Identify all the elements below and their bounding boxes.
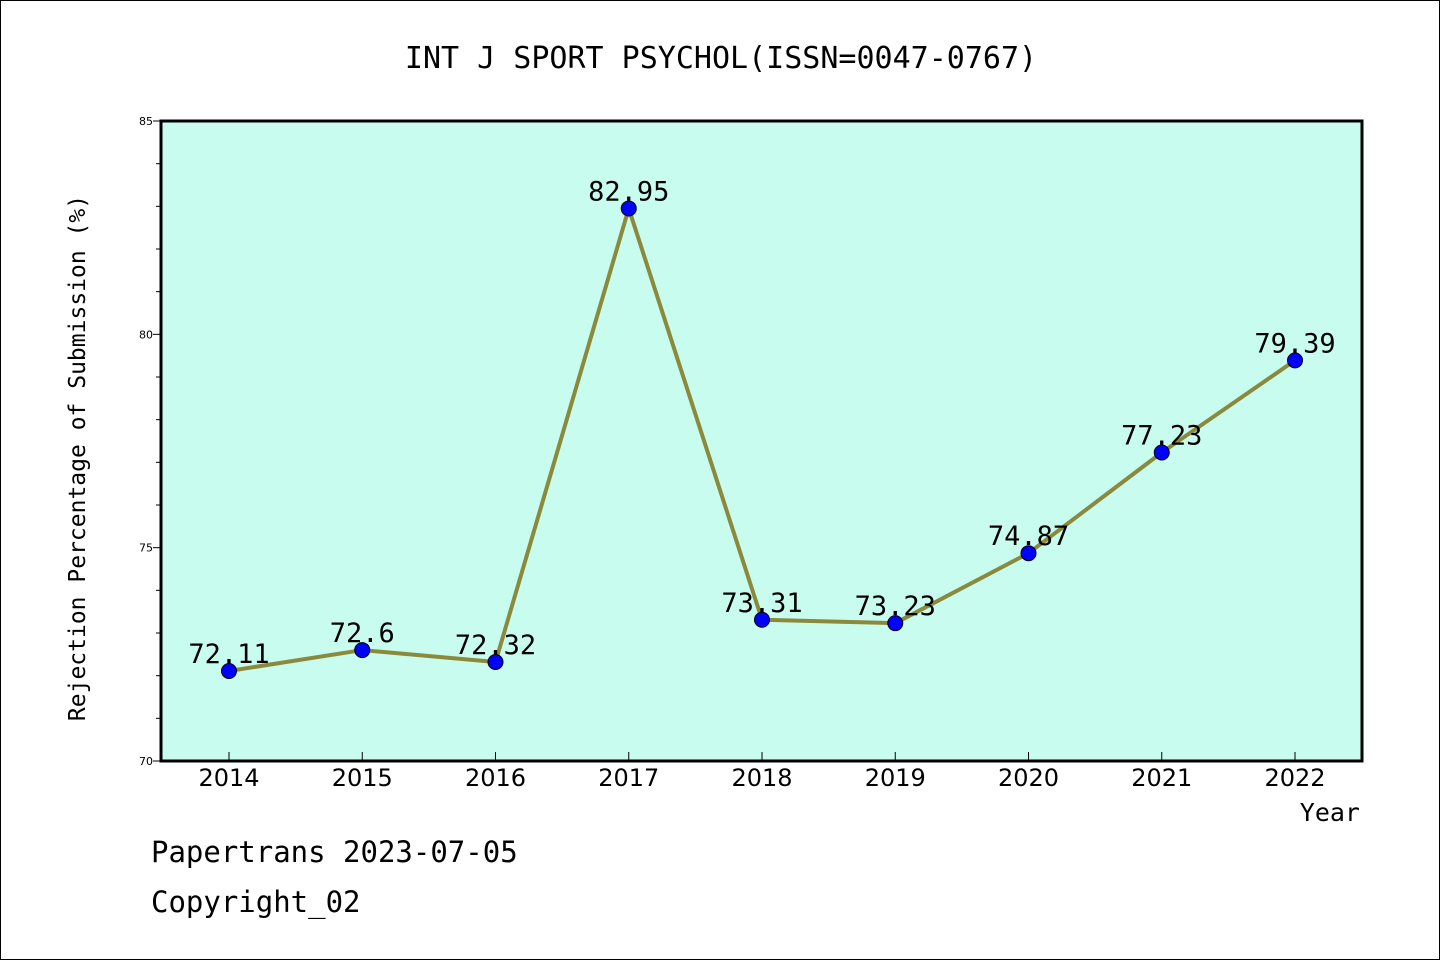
data-point [1020, 545, 1037, 562]
data-point [221, 662, 237, 679]
y-axis: 70 75 80 85 [139, 115, 161, 768]
y-tick-label: 70 [139, 755, 153, 768]
series: 72.11 72.6 72.32 82.95 73.31 73.23 74.87 77.23 7… [188, 176, 1336, 679]
data-point [620, 200, 637, 217]
data-point [487, 654, 504, 671]
data-label: 73.23 [855, 591, 936, 622]
data-label: 73.31 [721, 588, 802, 619]
footer-copyright: Copyright_02 [151, 885, 361, 919]
y-axis-label: Rejection Percentage of Submission (%) [65, 195, 91, 721]
x-tick-label: 2016 [465, 764, 526, 792]
data-label: 72.6 [330, 618, 395, 649]
x-axis-label: Year [1300, 798, 1360, 827]
data-point [354, 642, 371, 659]
data-label: 77.23 [1121, 421, 1202, 452]
x-tick-label: 2014 [198, 764, 259, 792]
data-label: 82.95 [588, 176, 669, 207]
chart-title: INT J SPORT PSYCHOL(ISSN=0047-0767) [405, 41, 1037, 76]
y-tick-label: 85 [139, 115, 153, 128]
x-tick-label: 2020 [998, 764, 1059, 792]
data-point [887, 615, 904, 632]
data-label: 72.11 [188, 639, 269, 670]
data-label: 74.87 [988, 521, 1069, 552]
data-point [754, 611, 770, 628]
data-label: 72.32 [455, 630, 536, 661]
x-tick-label: 2018 [731, 764, 792, 792]
data-label: 79.39 [1254, 328, 1335, 359]
x-tick-label: 2019 [865, 764, 926, 792]
x-tick-label: 2017 [598, 764, 659, 792]
data-point [1287, 352, 1303, 369]
data-point [1153, 444, 1170, 461]
y-tick-label: 75 [139, 542, 153, 555]
footer-date: Papertrans 2023-07-05 [151, 835, 518, 869]
x-tick-label: 2021 [1131, 764, 1192, 792]
x-axis: 2014 2015 2016 2017 2018 2019 2020 2021 2022 [198, 752, 1326, 792]
y-tick-label: 80 [139, 328, 153, 341]
x-tick-label: 2015 [332, 764, 393, 792]
x-tick-label: 2022 [1264, 764, 1325, 792]
